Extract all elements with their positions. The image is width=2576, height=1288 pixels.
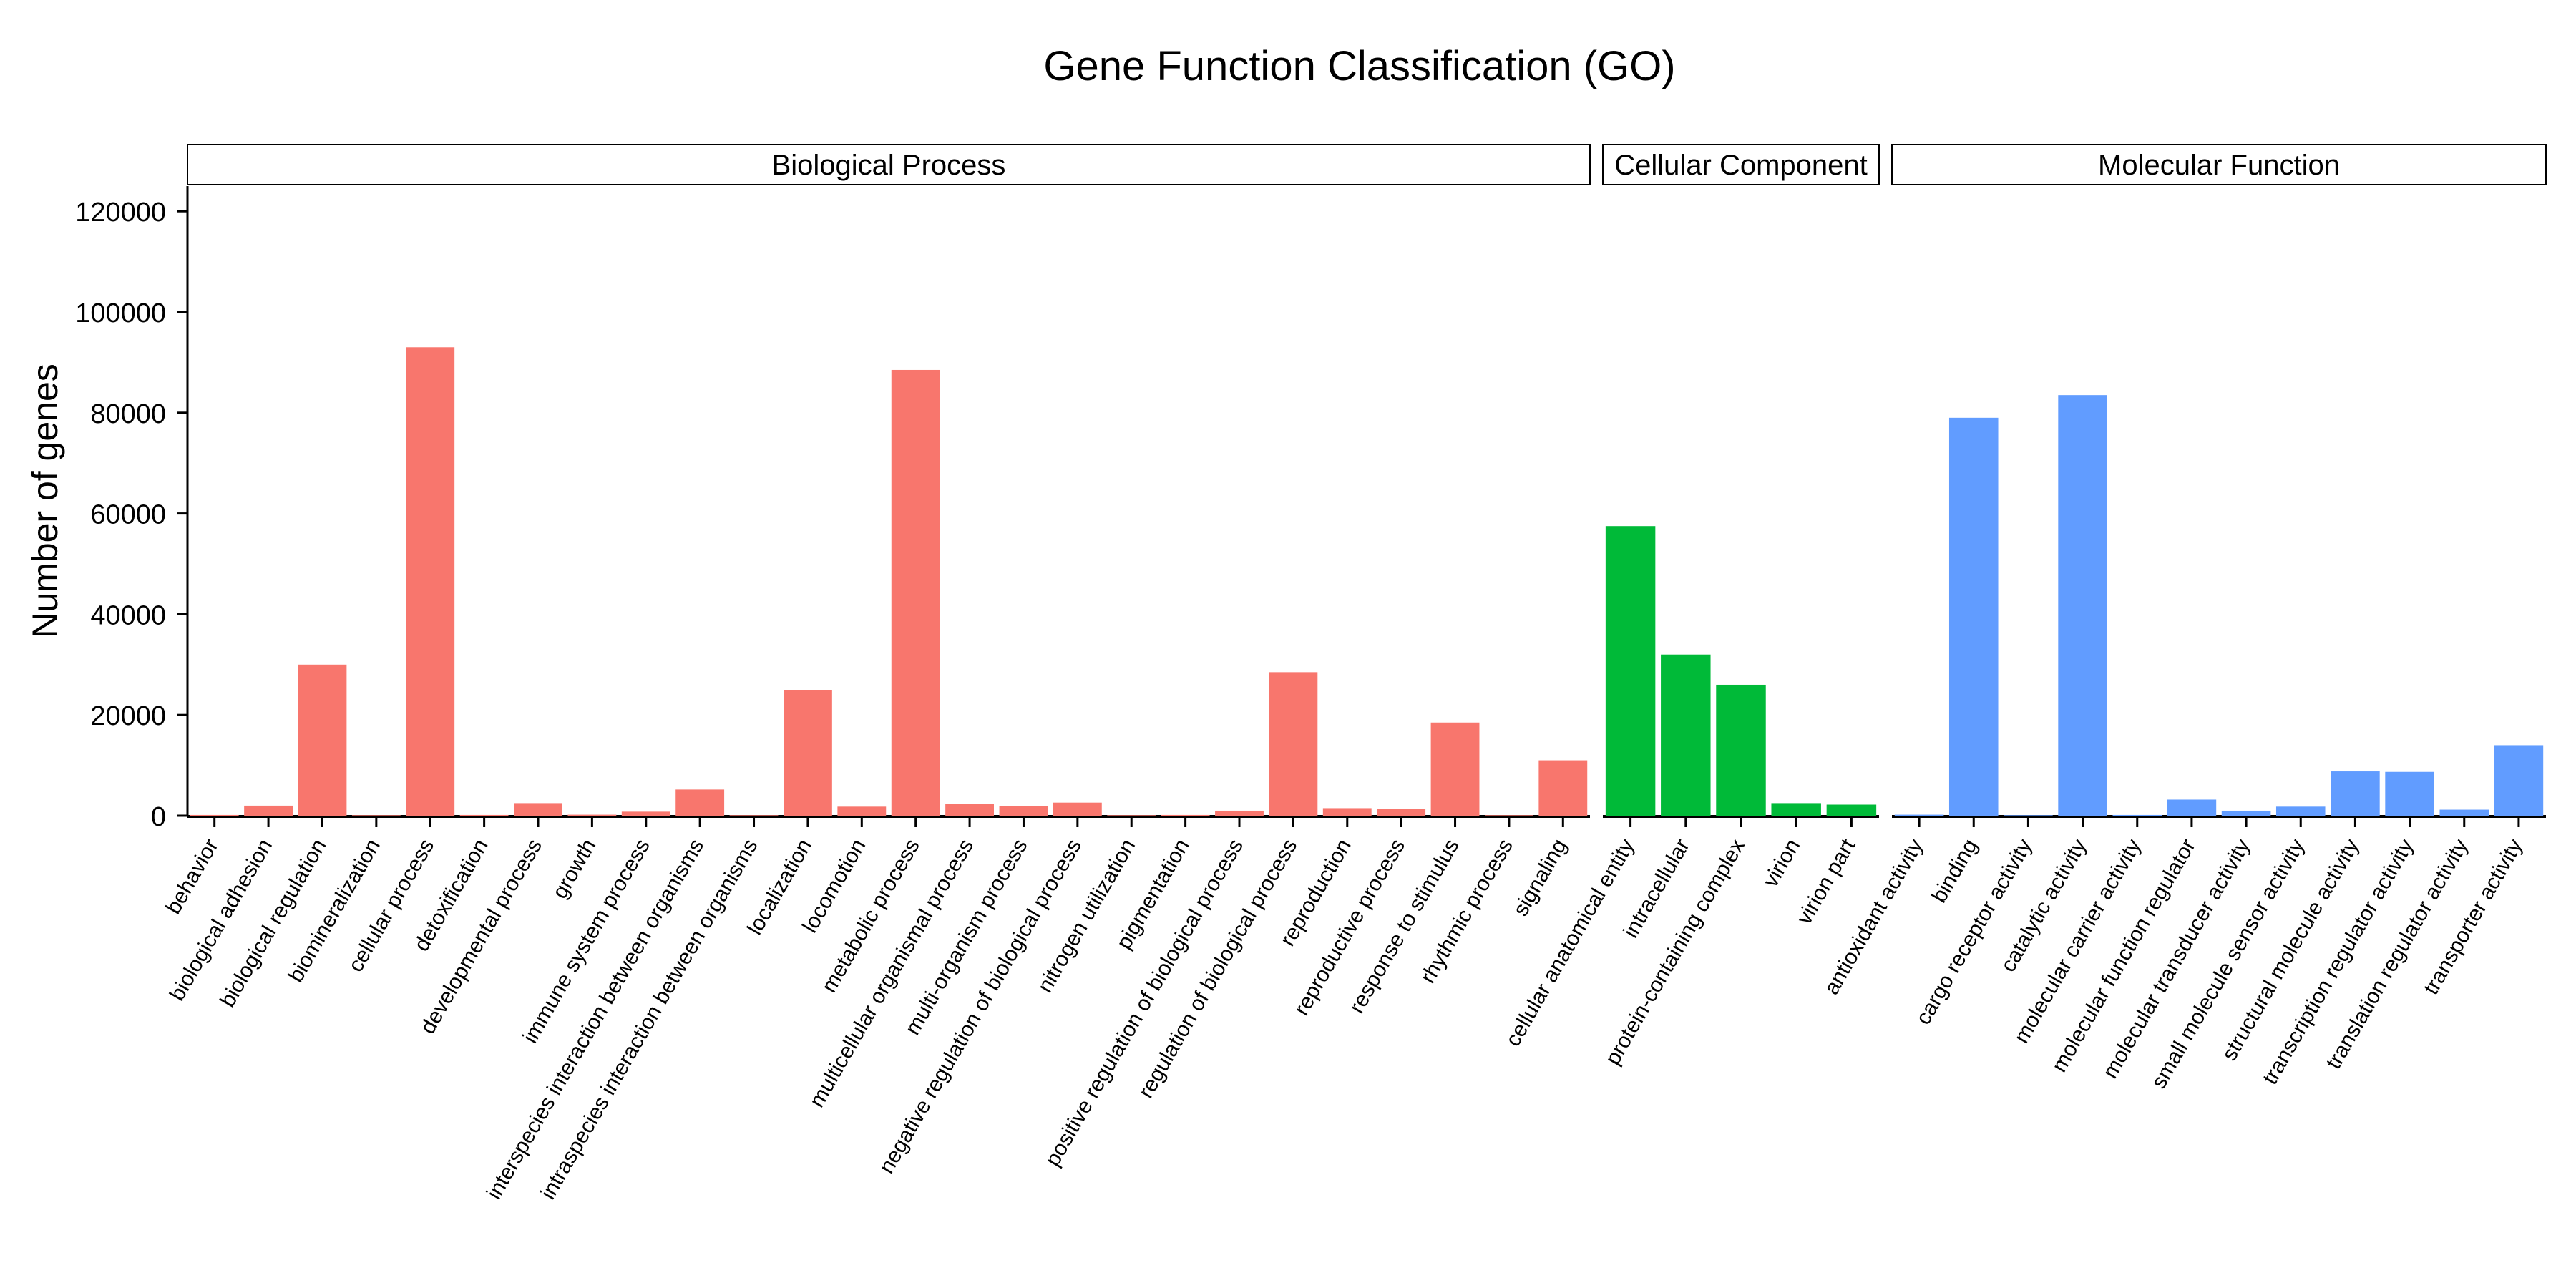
- bar: [1661, 654, 1711, 816]
- bar: [999, 806, 1048, 816]
- panel-strip: [1602, 144, 1880, 185]
- y-tick-label: 80000: [90, 399, 166, 429]
- panel-strip-label: Cellular Component: [1614, 150, 1868, 181]
- bar: [190, 814, 239, 816]
- bar: [1215, 810, 1264, 816]
- bar: [298, 664, 347, 816]
- bar: [1538, 760, 1588, 816]
- bar: [1716, 684, 1766, 816]
- x-tick-label: negative regulation of biological proces…: [874, 835, 1085, 1178]
- bar: [1269, 672, 1318, 816]
- bar: [891, 369, 940, 816]
- x-tick-label: signaling: [1509, 835, 1572, 920]
- panel-strip-label: Biological Process: [772, 150, 1006, 181]
- chart-title: Gene Function Classification (GO): [1043, 43, 1675, 89]
- bar: [514, 803, 562, 816]
- x-tick-label: nitrogen utilization: [1033, 835, 1140, 997]
- y-tick-label: 100000: [75, 298, 166, 328]
- bar: [1053, 802, 1102, 816]
- bar: [406, 347, 455, 816]
- bar: [2331, 771, 2380, 816]
- bar: [2167, 799, 2217, 816]
- panel-strip: [1891, 144, 2547, 185]
- bar: [1485, 815, 1533, 816]
- bar: [2385, 771, 2434, 816]
- y-tick-label: 120000: [75, 197, 166, 228]
- bar: [1322, 808, 1372, 816]
- y-tick-label: 0: [151, 802, 166, 832]
- bar: [2494, 745, 2544, 816]
- bar: [784, 690, 832, 816]
- x-tick-label: binding: [1927, 835, 1982, 907]
- panel-strip-label: Molecular Function: [2098, 150, 2340, 181]
- bar: [2004, 815, 2053, 816]
- panel-strip: [187, 144, 1591, 185]
- y-tick-label: 60000: [90, 500, 166, 530]
- bar: [675, 789, 725, 816]
- bar: [1771, 803, 1821, 816]
- bar: [1377, 809, 1426, 816]
- bar: [351, 815, 401, 816]
- bar: [1948, 417, 1999, 816]
- bar: [1894, 814, 1944, 816]
- bar: [621, 811, 670, 816]
- bar: [1605, 526, 1656, 816]
- panel-cellular-component: Cellular Component cellular anatomical en…: [1501, 144, 1880, 1069]
- bar: [2439, 809, 2489, 816]
- bar: [2112, 814, 2162, 816]
- x-tick-label: biological adhesion: [165, 835, 277, 1005]
- x-tick-label: metabolic process: [817, 835, 924, 997]
- x-tick-label: virion: [1759, 835, 1805, 892]
- bar: [567, 814, 617, 816]
- x-tick-label: behavior: [162, 835, 223, 918]
- bar: [945, 804, 994, 816]
- bar: [2058, 395, 2107, 816]
- bar: [2221, 810, 2271, 816]
- bar: [244, 805, 293, 816]
- x-tick-label: cellular anatomical entity: [1501, 835, 1639, 1050]
- bar: [1161, 814, 1210, 816]
- y-tick-label: 40000: [90, 600, 166, 630]
- bar: [837, 806, 887, 816]
- y-axis: 0 20000 40000 60000 80000 100000 120000: [75, 186, 189, 832]
- bar: [1430, 722, 1480, 816]
- bar: [1826, 804, 1877, 816]
- x-tick-label: growth: [548, 835, 601, 902]
- bar: [2275, 806, 2326, 816]
- bar: [729, 815, 779, 816]
- y-tick-label: 20000: [90, 701, 166, 731]
- y-axis-label: Number of genes: [25, 364, 65, 638]
- bar: [1107, 815, 1156, 816]
- x-tick-label: transporter activity: [2419, 835, 2527, 999]
- bar: [459, 814, 509, 816]
